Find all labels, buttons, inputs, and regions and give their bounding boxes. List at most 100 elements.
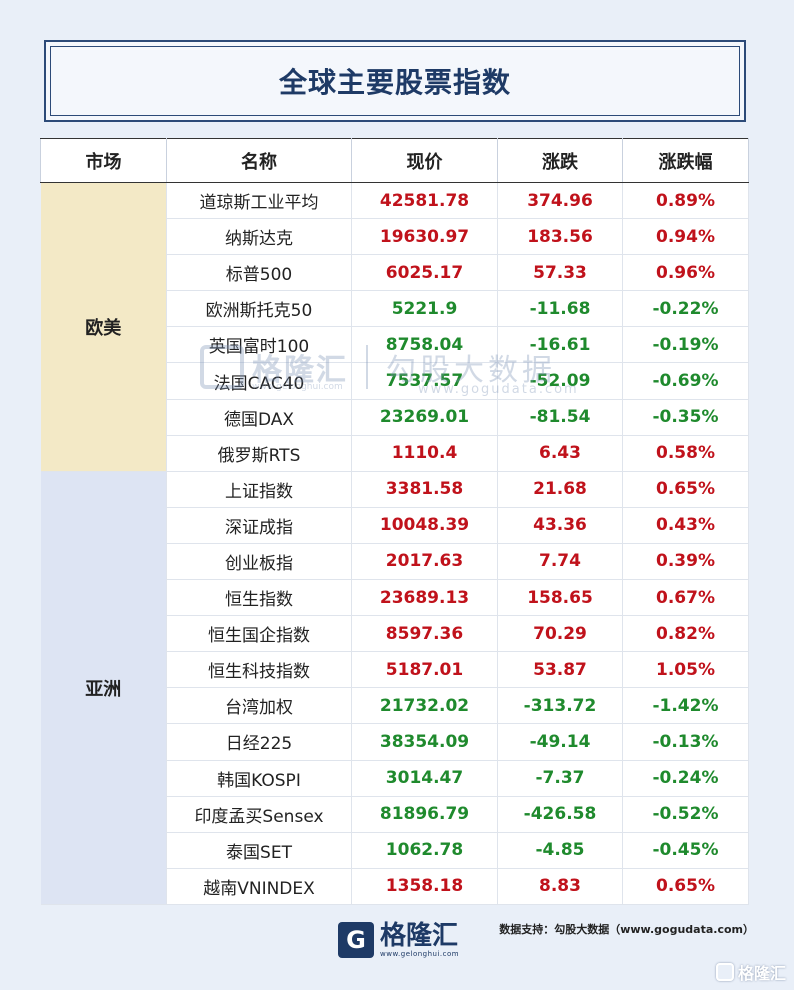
index-name: 德国DAX — [166, 399, 352, 436]
index-price: 3381.58 — [351, 471, 498, 508]
table-row: 纳斯达克 19630.97 183.56 0.94% — [41, 218, 749, 256]
header-market: 市场 — [40, 138, 167, 183]
index-change-pct: -0.52% — [622, 796, 749, 833]
index-name: 韩国KOSPI — [166, 760, 352, 797]
table-row: 日经225 38354.09 -49.14 -0.13% — [41, 723, 749, 761]
index-price: 38354.09 — [351, 723, 498, 761]
table-row: 印度孟买Sensex 81896.79 -426.58 -0.52% — [41, 796, 749, 833]
index-change: -4.85 — [497, 832, 623, 869]
index-name: 道琼斯工业平均 — [166, 182, 352, 220]
corner-watermark: 格隆汇 — [715, 960, 786, 984]
index-name: 恒生科技指数 — [166, 651, 352, 689]
header-change: 涨跌 — [497, 138, 623, 183]
index-change: -11.68 — [497, 290, 623, 328]
index-change: 374.96 — [497, 182, 623, 220]
index-price: 23269.01 — [351, 399, 498, 436]
index-price: 2017.63 — [351, 543, 498, 581]
region-asia: 亚洲 — [40, 471, 167, 905]
index-change: 43.36 — [497, 507, 623, 544]
table-row: 恒生国企指数 8597.36 70.29 0.82% — [41, 615, 749, 653]
table-row: 标普500 6025.17 57.33 0.96% — [41, 254, 749, 292]
index-name: 泰国SET — [166, 832, 352, 869]
title-box: 全球主要股票指数 — [44, 40, 746, 122]
index-price: 19630.97 — [351, 218, 498, 256]
table-row: 创业板指 2017.63 7.74 0.39% — [41, 543, 749, 581]
page-title: 全球主要股票指数 — [50, 46, 740, 116]
index-change-pct: 0.43% — [622, 507, 749, 544]
index-price: 1062.78 — [351, 832, 498, 869]
index-price: 5221.9 — [351, 290, 498, 328]
index-change: -313.72 — [497, 687, 623, 725]
index-price: 6025.17 — [351, 254, 498, 292]
index-price: 7537.57 — [351, 362, 498, 400]
footer-logo-name: 格隆汇 — [380, 921, 459, 951]
index-price: 1110.4 — [351, 435, 498, 472]
index-name: 恒生指数 — [166, 579, 352, 617]
index-change-pct: 0.96% — [622, 254, 749, 292]
index-change: 8.83 — [497, 868, 623, 905]
index-change-pct: 1.05% — [622, 651, 749, 689]
index-name: 恒生国企指数 — [166, 615, 352, 653]
index-change: 21.68 — [497, 471, 623, 508]
index-change-pct: -0.35% — [622, 399, 749, 436]
corner-watermark-text: 格隆汇 — [737, 964, 786, 983]
table-row: 欧美 道琼斯工业平均 42581.78 374.96 0.89% — [40, 182, 749, 472]
index-price: 5187.01 — [351, 651, 498, 689]
index-change: -52.09 — [497, 362, 623, 400]
table-row: 恒生科技指数 5187.01 53.87 1.05% — [41, 651, 749, 689]
index-price: 1358.18 — [351, 868, 498, 905]
index-name: 台湾加权 — [166, 687, 352, 725]
corner-logo-icon — [715, 963, 734, 981]
index-name: 印度孟买Sensex — [166, 796, 352, 833]
index-change-pct: 0.65% — [622, 868, 749, 905]
index-change-pct: 0.39% — [622, 543, 749, 581]
index-change: -81.54 — [497, 399, 623, 436]
footer-logo-url: www.gelonghui.com — [380, 950, 460, 958]
footer-logo: G 格隆汇 www.gelonghui.com — [338, 922, 459, 958]
index-change-pct: -0.13% — [622, 723, 749, 761]
table-row: 泰国SET 1062.78 -4.85 -0.45% — [41, 832, 749, 869]
index-name: 上证指数 — [166, 471, 352, 508]
index-name: 日经225 — [166, 723, 352, 761]
table-header-row: 市场 名称 现价 涨跌 涨跌幅 — [40, 138, 749, 183]
index-price: 81896.79 — [351, 796, 498, 833]
index-name: 深证成指 — [166, 507, 352, 544]
index-change: -7.37 — [497, 760, 623, 797]
table-row: 欧洲斯托克50 5221.9 -11.68 -0.22% — [41, 290, 749, 328]
table-row: 深证成指 10048.39 43.36 0.43% — [41, 507, 749, 544]
table-row: 台湾加权 21732.02 -313.72 -1.42% — [41, 687, 749, 725]
index-change-pct: 0.94% — [622, 218, 749, 256]
index-price: 23689.13 — [351, 579, 498, 617]
table-row: 法国CAC40 7537.57 -52.09 -0.69% — [41, 362, 749, 400]
index-price: 42581.78 — [351, 182, 498, 220]
index-change-pct: 0.82% — [622, 615, 749, 653]
index-change: 183.56 — [497, 218, 623, 256]
index-price: 8597.36 — [351, 615, 498, 653]
index-change-pct: -0.22% — [622, 290, 749, 328]
table-row: 英国富时100 8758.04 -16.61 -0.19% — [41, 326, 749, 364]
table-body: 欧美 道琼斯工业平均 42581.78 374.96 0.89% 纳斯达克 19630.97… — [40, 182, 749, 905]
index-change-pct: -1.42% — [622, 687, 749, 725]
index-price: 10048.39 — [351, 507, 498, 544]
index-table: 市场 名称 现价 涨跌 涨跌幅 欧美 道琼斯工业平均 42581.78 374.96 0… — [40, 138, 749, 905]
index-change-pct: -0.24% — [622, 760, 749, 797]
table-row: 越南VNINDEX 1358.18 8.83 0.65% — [41, 868, 749, 905]
header-change-pct: 涨跌幅 — [622, 138, 749, 183]
index-change-pct: -0.45% — [622, 832, 749, 869]
table-row: 恒生指数 23689.13 158.65 0.67% — [41, 579, 749, 617]
index-name: 俄罗斯RTS — [166, 435, 352, 472]
header-name: 名称 — [166, 138, 352, 183]
data-source-note: 数据支持：勾股大数据（www.gogudata.com） — [499, 923, 754, 936]
index-price: 3014.47 — [351, 760, 498, 797]
index-change-pct: -0.19% — [622, 326, 749, 364]
index-change: 70.29 — [497, 615, 623, 653]
index-change-pct: 0.67% — [622, 579, 749, 617]
table-row: 亚洲 上证指数 3381.58 21.68 0.65% — [40, 471, 749, 905]
index-name: 法国CAC40 — [166, 362, 352, 400]
table-row: 德国DAX 23269.01 -81.54 -0.35% — [41, 399, 749, 436]
header-price: 现价 — [351, 138, 498, 183]
table-row: 俄罗斯RTS 1110.4 6.43 0.58% — [41, 435, 749, 472]
index-name: 纳斯达克 — [166, 218, 352, 256]
index-change: -426.58 — [497, 796, 623, 833]
index-price: 21732.02 — [351, 687, 498, 725]
